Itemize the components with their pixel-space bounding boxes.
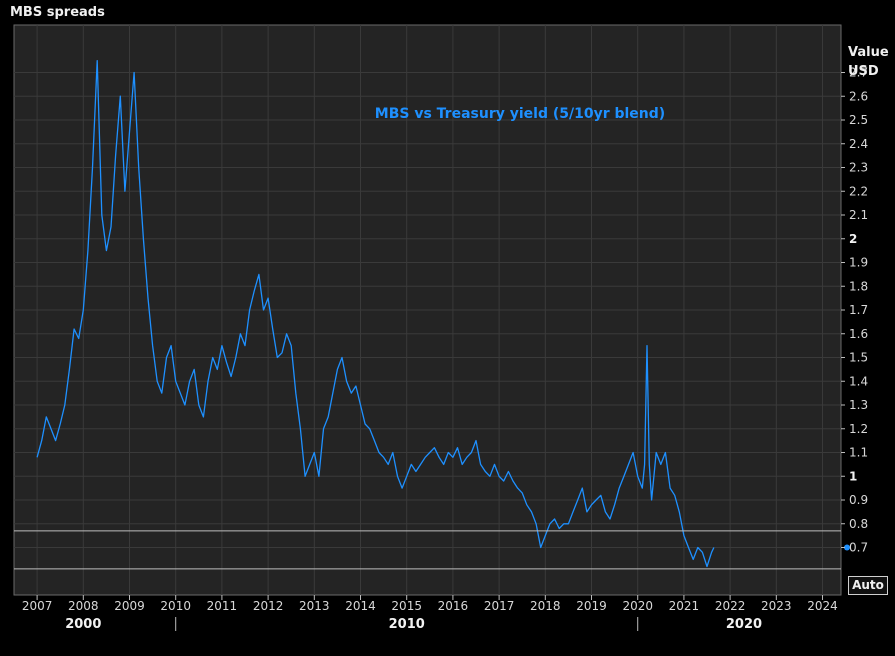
y-tick-label: 1.1	[849, 446, 868, 460]
series-line	[36, 59, 715, 568]
x-tick-label: 2022	[715, 599, 746, 613]
x-tick-label: 2009	[114, 599, 145, 613]
x-tick-label: 2010	[160, 599, 191, 613]
auto-scale-button[interactable]: Auto	[848, 576, 888, 595]
x-tick-label: 2011	[207, 599, 238, 613]
grid	[14, 25, 841, 595]
y-tick-label: 2.3	[849, 161, 868, 175]
x-axis: 2007 2008 2009 2010 2011 2012 2013 2014 2015 2016…	[22, 595, 838, 632]
y-axis-label-unit: USD	[848, 64, 879, 79]
y-axis-label-value: Value	[848, 45, 889, 60]
x-tick-label: 2014	[345, 599, 376, 613]
y-tick-label: 1.6	[849, 327, 868, 341]
y-tick-label: 1.3	[849, 398, 868, 412]
y-tick-label: 1.5	[849, 351, 868, 365]
decade-label: 2020	[726, 617, 762, 632]
y-tick-label: 1	[849, 469, 857, 483]
y-tick-label: 1.2	[849, 422, 868, 436]
y-tick-label: 2.2	[849, 184, 868, 198]
last-value-marker	[844, 544, 850, 551]
y-tick-label: 2.4	[849, 137, 868, 151]
y-tick-label: 2.7	[849, 66, 868, 80]
y-tick-label: 2.6	[849, 89, 868, 103]
y-tick-label: 2	[849, 232, 857, 246]
x-tick-label: 2016	[438, 599, 469, 613]
x-tick-label: 2013	[299, 599, 330, 613]
y-tick-label: 0.7	[849, 541, 868, 555]
x-tick-label: 2012	[253, 599, 284, 613]
x-tick-label: 2008	[68, 599, 99, 613]
x-tick-label: 2015	[391, 599, 422, 613]
x-tick-label: 2021	[669, 599, 700, 613]
y-tick-label: 1.4	[849, 374, 868, 388]
y-tick-label: 0.9	[849, 493, 868, 507]
y-axis: 0.7 0.8 0.9 1 1.1 1.2 1.3 1.4 1.5 1.6 1.7 1.8 1.9 2 2.…	[841, 66, 868, 555]
x-tick-label: 2024	[807, 599, 838, 613]
reference-lines	[14, 530, 850, 570]
decade-label: 2010	[389, 617, 425, 632]
x-tick-label: 2007	[22, 599, 53, 613]
y-tick-label: 2.1	[849, 208, 868, 222]
x-tick-label: 2020	[622, 599, 653, 613]
y-tick-label: 0.8	[849, 517, 868, 531]
x-tick-label: 2017	[484, 599, 515, 613]
series-layer	[36, 59, 715, 568]
y-tick-label: 1.9	[849, 256, 868, 270]
y-tick-label: 1.7	[849, 303, 868, 317]
x-tick-label: 2023	[761, 599, 792, 613]
y-tick-label: 1.8	[849, 279, 868, 293]
y-tick-label: 2.5	[849, 113, 868, 127]
x-tick-label: 2018	[530, 599, 561, 613]
legend-label: MBS vs Treasury yield (5/10yr blend)	[375, 106, 665, 122]
panel-title: MBS spreads	[10, 5, 105, 20]
x-tick-label: 2019	[576, 599, 607, 613]
decade-label: 2000	[65, 617, 101, 632]
